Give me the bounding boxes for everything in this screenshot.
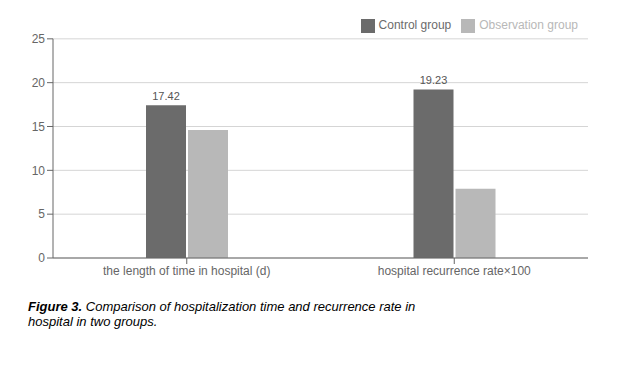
svg-text:19.23: 19.23 [420,74,448,86]
svg-text:hospital recurrence rate×100: hospital recurrence rate×100 [378,264,531,278]
svg-text:the length of time in hospital: the length of time in hospital (d) [103,264,270,278]
html-text:Observation group: Observation group [479,18,578,32]
svg-text:20: 20 [32,76,46,90]
svg-text:15: 15 [32,120,46,134]
svg-text:5: 5 [38,207,45,221]
html-text:Figure 3. Comparison of hospit: Figure 3. Comparison of hospitalization … [28,299,416,329]
svg-text:25: 25 [32,32,46,46]
svg-text:10: 10 [32,164,46,178]
svg-text:17.42: 17.42 [152,90,180,102]
html-text:Control group: Control group [378,18,452,32]
svg-text:0: 0 [38,251,45,265]
